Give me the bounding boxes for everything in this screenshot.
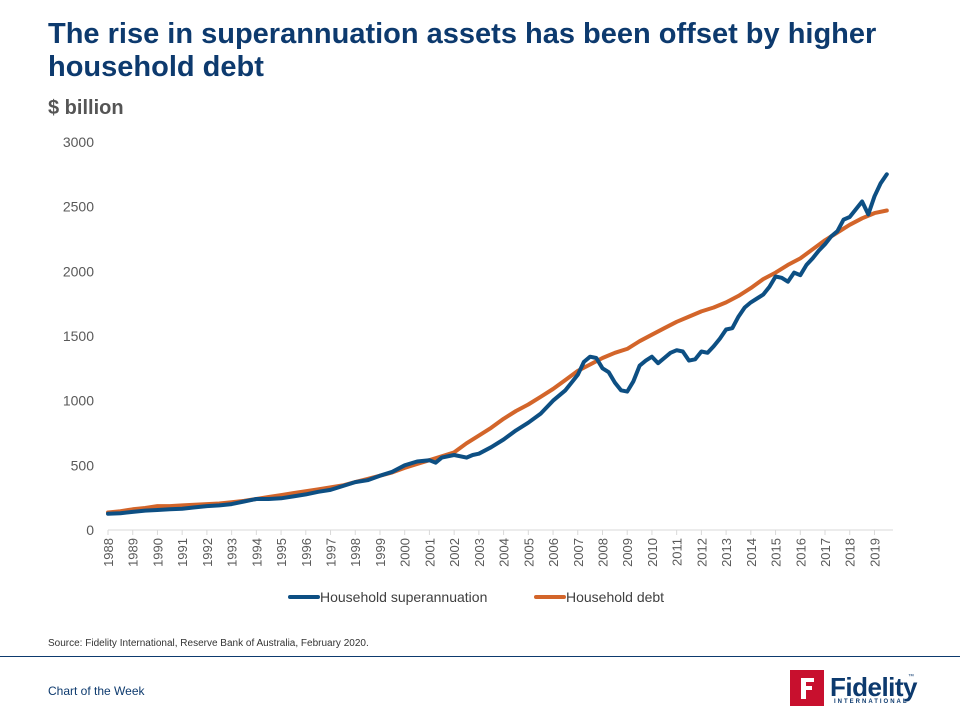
logo-trademark: ™ xyxy=(908,674,914,680)
x-tick-label: 1993 xyxy=(225,538,240,567)
x-tick-label: 1991 xyxy=(175,538,190,567)
fidelity-logo: Fidelity ™ INTERNATIONAL xyxy=(790,670,940,710)
x-tick-label: 2018 xyxy=(843,538,858,567)
debt-line xyxy=(106,208,889,515)
y-tick-label: 2500 xyxy=(63,199,94,215)
x-tick-label: 1992 xyxy=(200,538,215,567)
x-tick-label: 2016 xyxy=(793,538,808,567)
y-tick-label: 1500 xyxy=(63,328,94,344)
x-tick-label: 2010 xyxy=(645,538,660,567)
footer-label: Chart of the Week xyxy=(48,684,145,698)
x-tick-label: 2019 xyxy=(867,538,882,567)
y-tick-label: 3000 xyxy=(63,134,94,150)
x-tick-label: 2013 xyxy=(719,538,734,567)
x-tick-label: 2006 xyxy=(546,538,561,567)
x-tick-label: 2007 xyxy=(571,538,586,567)
legend: Household superannuation Household debt xyxy=(288,589,664,605)
x-tick-label: 2002 xyxy=(447,538,462,567)
x-tick-label: 2009 xyxy=(620,538,635,567)
x-tick-label: 2008 xyxy=(595,538,610,567)
chart-title: The rise in superannuation assets has be… xyxy=(48,18,877,83)
line-chart: 0 500 1000 1500 2000 2500 3000 1988 1989 1990 199… xyxy=(63,134,893,605)
x-tick-label: 2012 xyxy=(694,538,709,567)
logo-wordmark: Fidelity xyxy=(830,672,918,702)
x-tick-label: 1999 xyxy=(373,538,388,567)
series-lines xyxy=(106,172,889,516)
x-tick-label: 1989 xyxy=(126,538,141,567)
footer-divider xyxy=(0,656,960,657)
legend-label-superannuation: Household superannuation xyxy=(320,589,487,605)
chart-subtitle: $ billion xyxy=(48,97,124,119)
x-tick-label: 2011 xyxy=(670,538,685,566)
x-tick-label: 2000 xyxy=(398,538,413,567)
x-tick-label: 1996 xyxy=(299,538,314,567)
y-tick-label: 2000 xyxy=(63,263,94,279)
x-tick-label: 2004 xyxy=(497,538,512,567)
superannuation-line xyxy=(106,172,889,516)
x-tick-label: 2015 xyxy=(769,538,784,567)
legend-label-debt: Household debt xyxy=(566,589,664,605)
source-note: Source: Fidelity International, Reserve … xyxy=(48,638,369,649)
logo-subtext: INTERNATIONAL xyxy=(834,699,909,705)
x-tick-label: 2001 xyxy=(422,538,437,567)
x-tick-label: 2014 xyxy=(744,538,759,567)
x-tick-label: 1995 xyxy=(274,538,289,567)
fidelity-logo-mark xyxy=(790,670,824,706)
x-tick-label: 2017 xyxy=(818,538,833,567)
x-tick-label: 1998 xyxy=(348,538,363,567)
x-tick-label: 1990 xyxy=(150,538,165,567)
y-tick-label: 500 xyxy=(71,457,95,473)
y-tick-label: 1000 xyxy=(63,393,94,409)
y-axis-ticks: 0 500 1000 1500 2000 2500 3000 xyxy=(63,134,94,538)
x-axis: 1988 1989 1990 1991 1992 1993 1994 1995 1996 1997… xyxy=(101,529,893,567)
x-tick-label: 1997 xyxy=(324,538,339,567)
x-tick-label: 1988 xyxy=(101,538,116,567)
y-tick-label: 0 xyxy=(86,522,94,538)
x-tick-label: 1994 xyxy=(249,538,264,567)
x-tick-label: 2005 xyxy=(521,538,536,567)
x-tick-label: 2003 xyxy=(472,538,487,567)
